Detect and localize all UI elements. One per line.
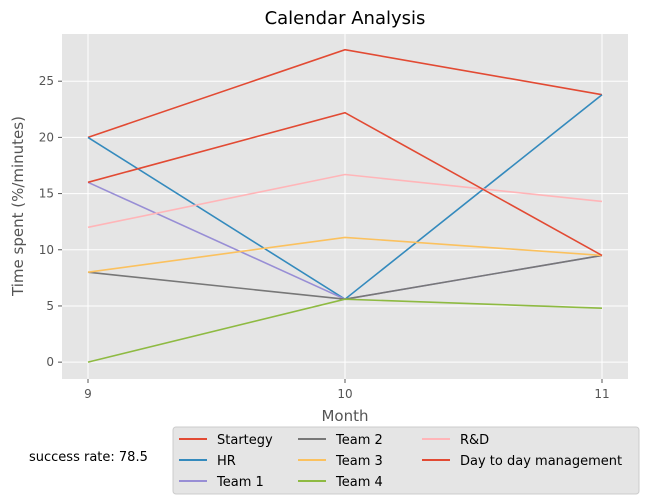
legend-label: Team 2 [335,433,383,448]
legend-label: HR [217,454,236,469]
x-tick-label: 9 [84,387,92,401]
series-line [87,111,603,257]
y-tick-label: 25 [39,74,54,88]
y-tick-label: 0 [46,355,54,369]
series-line [87,48,603,139]
chart-title: Calendar Analysis [265,8,426,29]
y-axis-ticks: 0 5 10 15 20 25 [39,74,62,369]
series-lines [87,48,603,363]
y-tick-label: 15 [39,187,54,201]
series-line [87,173,603,229]
legend-label: Team 1 [216,475,264,490]
legend: Startegy HR Team 1 Team 2 Team 3 Team 4 R&D Day… [172,426,640,495]
series-line [87,298,603,363]
legend-label: Startegy [217,433,273,448]
legend-label: R&D [460,433,489,448]
legend-label: Team 3 [335,454,383,469]
series-line [87,236,603,273]
legend-label: Team 4 [335,475,383,490]
x-tick-label: 11 [594,387,609,401]
y-tick-label: 5 [46,299,54,313]
x-axis-ticks: 9 10 11 [84,379,610,401]
success-rate-annotation: success rate: 78.5 [29,450,148,465]
legend-box [172,426,640,495]
x-tick-label: 10 [337,387,352,401]
y-tick-label: 10 [39,243,54,257]
legend-label: Day to day management [460,454,622,469]
x-axis-label: Month [321,407,368,425]
y-tick-label: 20 [39,130,54,144]
y-axis-label: Time spent (%/minutes) [9,116,27,297]
